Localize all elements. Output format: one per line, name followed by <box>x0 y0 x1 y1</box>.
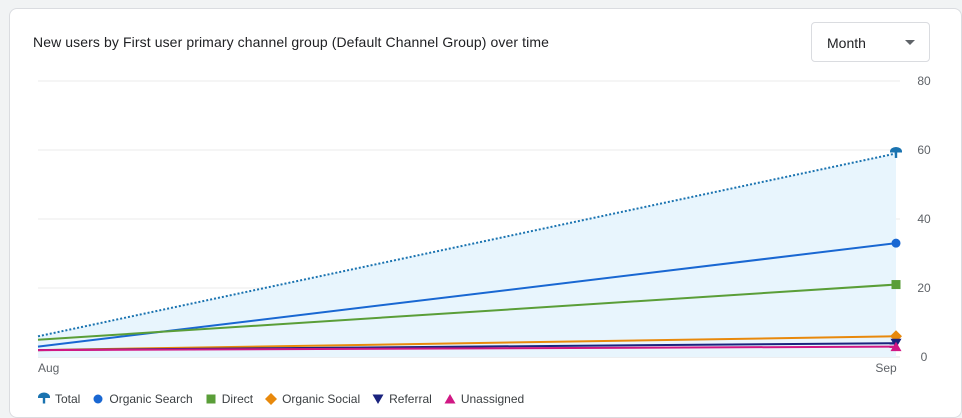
series-line-unassigned <box>37 345 897 352</box>
legend-marker-referral <box>371 392 385 406</box>
period-dropdown-value: Month <box>827 35 866 51</box>
y-tick-label: 40 <box>917 212 931 226</box>
y-tick-label: 80 <box>917 74 931 88</box>
chart-title: New users by First user primary channel … <box>33 34 549 50</box>
series-point-total <box>890 146 902 158</box>
legend-label: Total <box>55 392 81 406</box>
y-tick-label: 60 <box>917 143 931 157</box>
series-line-direct <box>37 283 897 341</box>
legend-item-direct[interactable]: Direct <box>204 392 253 406</box>
legend-label: Referral <box>389 392 432 406</box>
series-line-organic-search <box>37 242 897 348</box>
legend-marker-unassigned <box>443 392 457 406</box>
series-point-organic-search <box>891 238 901 248</box>
legend-item-organic-social[interactable]: Organic Social <box>264 392 360 406</box>
legend-marker-total <box>37 392 51 406</box>
legend-item-unassigned[interactable]: Unassigned <box>443 392 524 406</box>
legend-marker-organic-social <box>264 392 278 406</box>
legend-item-referral[interactable]: Referral <box>371 392 432 406</box>
legend-label: Unassigned <box>460 392 525 406</box>
x-tick-label: Aug <box>38 361 59 375</box>
series-line-organic-social <box>37 335 897 352</box>
legend-label: Organic Social <box>282 392 361 406</box>
period-dropdown[interactable]: Month <box>811 22 930 62</box>
x-tick-label: Sep <box>875 361 897 375</box>
legend-marker-direct <box>204 392 218 406</box>
chart-legend: Total Organic Search Direct Organic Social R… <box>37 392 535 406</box>
legend-label: Direct <box>221 392 254 406</box>
total-area-fill <box>38 153 896 357</box>
legend-marker-organic-search <box>91 392 105 406</box>
y-tick-label: 0 <box>921 350 928 364</box>
chevron-down-icon <box>905 40 915 45</box>
legend-item-total[interactable]: Total <box>37 392 80 406</box>
legend-item-organic-search[interactable]: Organic Search <box>91 392 193 406</box>
series-point-direct <box>891 280 901 290</box>
y-tick-label: 20 <box>917 281 931 295</box>
series-point-unassigned <box>890 341 902 352</box>
legend-label: Organic Search <box>109 392 193 406</box>
line-chart: 80 60 40 20 0 Aug Sep <box>37 74 931 375</box>
